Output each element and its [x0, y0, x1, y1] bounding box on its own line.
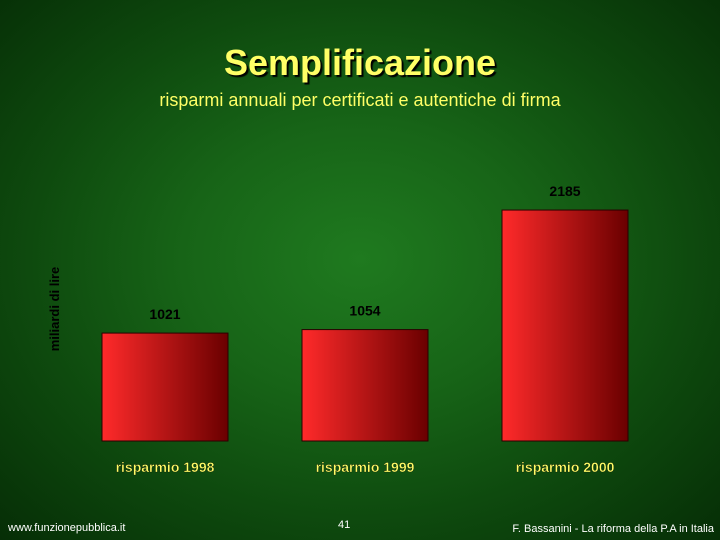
footer-website: www.funzionepubblica.it	[8, 522, 126, 534]
slide-title: Semplificazione	[223, 42, 497, 83]
page-number: 41	[338, 519, 351, 531]
category-label-2: risparmio 1999	[316, 459, 415, 475]
bar-2	[301, 329, 429, 442]
category-label-3: risparmio 2000	[516, 459, 615, 475]
y-axis-label: miliardi di lire	[47, 267, 62, 352]
footer-author: F. Bassanini - La riforma della P.A in I…	[512, 523, 714, 535]
bars-group	[101, 209, 629, 442]
slide-subtitle: risparmi annuali per certificati e auten…	[159, 90, 561, 110]
bar-3	[501, 209, 629, 442]
category-label-1: risparmio 1998	[116, 459, 215, 475]
data-label-2: 1054	[349, 303, 380, 319]
labels-group: 1021 risparmio 1998 1054 risparmio 1999 2185…	[115, 183, 615, 475]
data-label-1: 1021	[149, 306, 180, 322]
bar-1	[101, 332, 229, 442]
data-label-3: 2185	[549, 183, 580, 199]
